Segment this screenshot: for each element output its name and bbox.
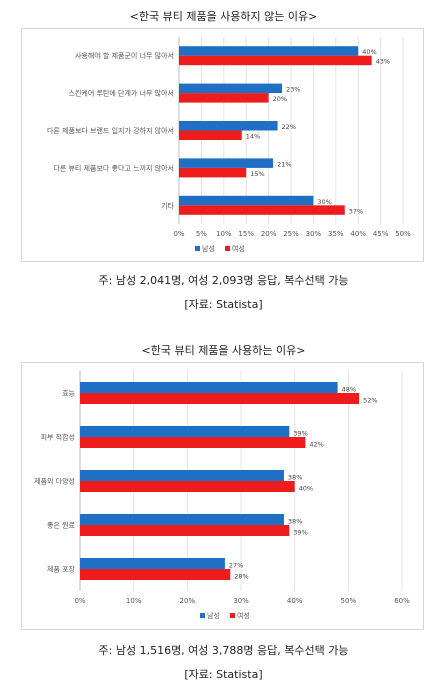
chart2-note: 주: 남성 1,516명, 여성 3,788명 응답, 복수선택 가능 [98,644,349,657]
chart2-legend-label-male: 남성 [207,611,220,620]
chart2-bar-female [80,437,306,448]
chart1-data-label: 30% [317,198,331,206]
chart2-legend-label-female: 여성 [237,611,250,620]
chart1-tick-label: 30% [306,230,322,238]
chart1-bar-male [179,46,359,56]
chart1-data-label: 15% [250,170,264,178]
chart1-legend-label-female: 여성 [232,244,245,253]
chart2-bar-male [80,470,284,481]
chart1-bar-female [179,167,247,178]
chart2-bar-male [80,426,290,437]
chart1-bar-male [179,195,314,206]
chart2-category-label: 효능 [62,390,75,398]
chart1-category-label: 스킨케어 루틴에 단계가 너무 많아서 [69,89,175,98]
chart1-bar-female [179,93,269,103]
chart1-data-label: 20% [273,95,287,103]
chart2-data-label: 42% [309,441,323,449]
chart2-tick-label: 60% [394,597,410,605]
chart2-data-label: 40% [299,485,313,493]
chart1-note: 주: 남성 2,041명, 여성 2,093명 응답, 복수선택 가능 [98,274,349,287]
chart2-bar-female [80,569,231,580]
chart1-data-label: 14% [246,133,260,141]
chart1-source: [자료: Statista] [184,298,263,311]
chart1-category-label: 사용해야 할 제품군이 너무 많아서 [75,51,174,60]
chart1-data-label: 37% [349,207,363,215]
chart1-bar-male [179,121,278,131]
chart2-panel: 0% 10% 20% 30% 40% 50% 60% 효능 48% 52% 피부 적합성 39% 42%… [21,362,424,630]
chart2-bar-female [80,525,290,536]
chart1-svg: 0% 5% 10% 15% 20% 25% 30% 35% 40% 45% 50% 사용해야 할 제품… [47,37,411,253]
chart2-tick-label: 50% [341,597,357,605]
chart2-data-label: 39% [293,430,307,438]
chart2-data-label: 38% [288,474,302,482]
chart1-bar-female [179,205,345,215]
chart1-tick-label: 10% [216,230,232,238]
chart2-tick-label: 10% [126,597,142,605]
chart2-bar-female [80,393,360,404]
chart1-bar-female [179,55,372,66]
chart1-tick-label: 0% [173,230,184,238]
chart2-legend-swatch-male [200,613,205,618]
chart1-tick-label: 35% [328,230,344,238]
chart2-data-label: 27% [229,562,243,570]
chart2-data-label: 38% [288,518,302,526]
chart2-tick-label: 30% [233,597,249,605]
chart2-data-label: 28% [234,573,248,581]
chart1-legend-label-male: 남성 [202,244,215,253]
chart1-category-label: 기타 [161,201,174,210]
chart1-data-label: 40% [362,48,376,56]
chart1-heading: <한국 뷰티 제품을 사용하지 않는 이유> [129,10,318,23]
chart1-data-label: 43% [376,58,390,66]
chart2-tick-label: 40% [287,597,303,605]
chart1-tick-label: 45% [373,230,389,238]
chart1-tick-label: 50% [395,230,411,238]
chart2-category-label: 제품의 다양성 [34,477,75,486]
chart2-bar-female [80,481,295,492]
chart2-legend-swatch-female [230,613,235,618]
chart2-data-label: 39% [293,529,307,537]
chart1-tick-label: 20% [261,230,277,238]
chart1-bar-female [179,130,242,140]
chart1-data-label: 22% [282,123,296,131]
chart2-category-label: 좋은 원료 [47,521,76,530]
chart1-tick-label: 25% [283,230,299,238]
chart1-category-label: 다른 제품보다 브랜드 입지가 강하지 않아서 [47,126,174,135]
chart2-bar-male [80,558,225,569]
chart2-svg: 0% 10% 20% 30% 40% 50% 60%효능 48%52%피부 적합성 39%42%… [34,371,410,620]
chart2-bar-male [80,514,284,525]
chart2-tick-label: 0% [74,597,85,605]
chart1-bar-male [179,158,274,168]
chart1-category-label: 다른 뷰티 제품보다 좋다고 느끼지 않아서 [53,163,174,172]
chart2-heading: <한국 뷰티 제품을 사용하는 이유> [141,344,306,357]
chart1-data-label: 23% [286,86,300,94]
chart1-legend-swatch-female [225,246,230,251]
chart2-category-label: 피부 적합성 [41,433,75,442]
chart1-tick-label: 5% [196,230,207,238]
chart2-data-label: 52% [363,397,377,405]
chart2-tick-label: 20% [180,597,196,605]
chart1-tick-label: 40% [350,230,366,238]
chart2-bar-male [80,382,338,393]
chart1-data-label: 21% [277,160,291,168]
chart1-legend-swatch-male [195,246,200,251]
chart2-source: [자료: Statista] [184,668,263,681]
chart2-data-label: 48% [342,386,356,394]
chart1-tick-label: 15% [238,230,254,238]
chart1-bar-male [179,83,283,94]
chart1-panel: 0% 5% 10% 15% 20% 25% 30% 35% 40% 45% 50% 사용해야 할 제품… [21,28,424,262]
chart2-category-label: 제품 포장 [47,565,76,574]
